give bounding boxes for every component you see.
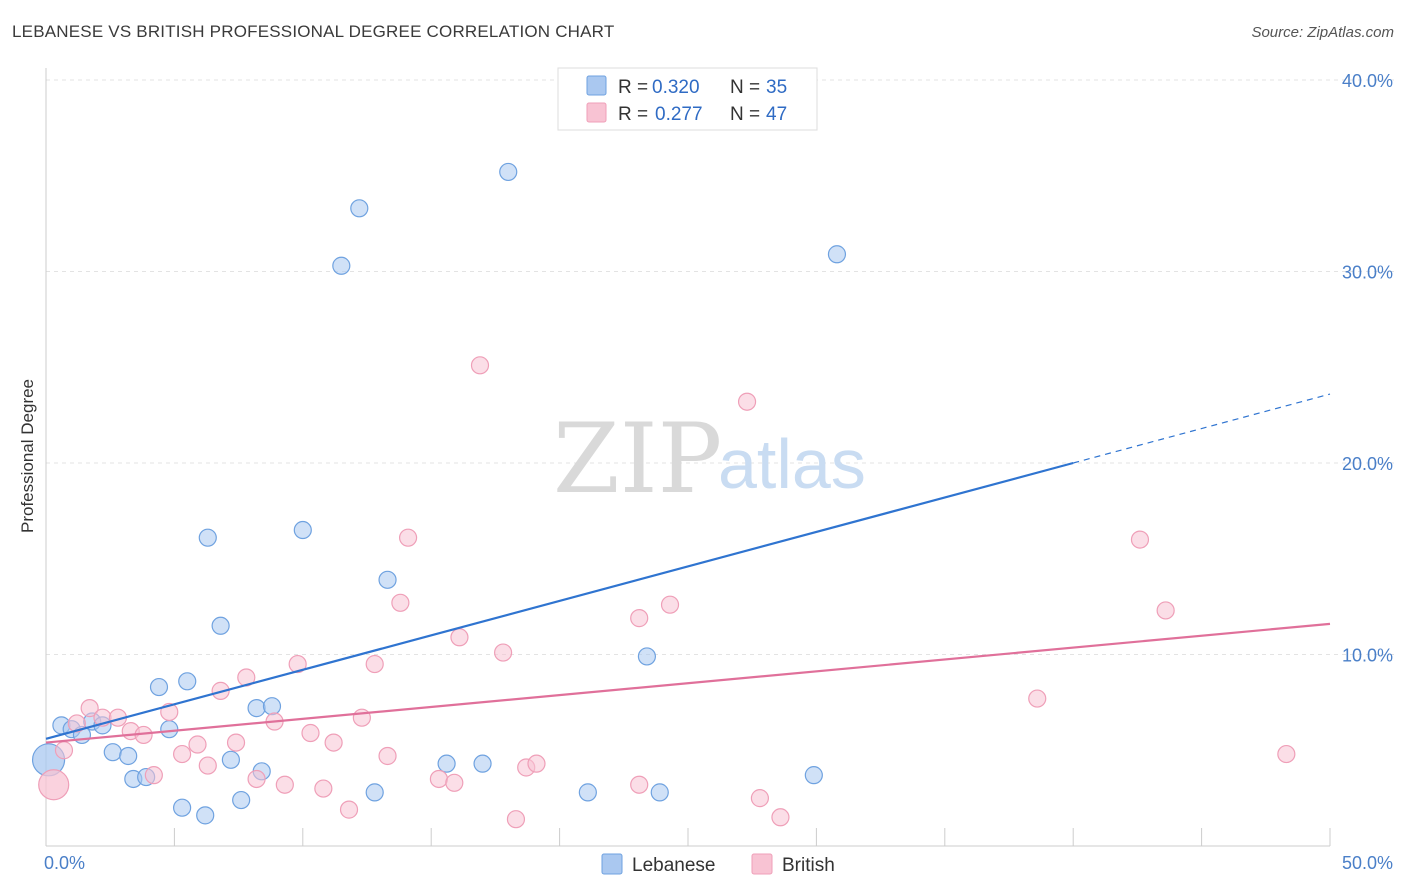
trend-line-british [45, 622, 1331, 744]
point-british [54, 741, 74, 760]
y-tick-label: 30.0% [1342, 263, 1393, 283]
y-tick-labels: 10.0% 20.0% 30.0% 40.0% [1342, 71, 1393, 666]
point-lebanese [247, 699, 266, 718]
trend-line-lebanese [45, 461, 1074, 740]
legend-n-label-british: N = [730, 104, 760, 125]
point-british [339, 800, 359, 819]
point-lebanese [119, 746, 138, 766]
point-british [737, 392, 757, 411]
point-british [445, 773, 464, 792]
point-british [1156, 601, 1175, 620]
legend-r-label-lebanese: R = [618, 77, 648, 98]
point-british [144, 766, 163, 785]
point-british [38, 769, 70, 801]
legend-n-label-lebanese: N = [730, 77, 760, 98]
point-british [470, 356, 490, 375]
point-british [226, 733, 246, 752]
watermark-atlas: atlas [718, 425, 866, 503]
point-british [398, 528, 418, 547]
point-british [527, 754, 546, 773]
x-tick-label-max: 50.0% [1342, 853, 1393, 873]
point-lebanese [173, 798, 192, 817]
point-british [173, 744, 192, 764]
point-british [378, 746, 397, 766]
point-lebanese [293, 520, 312, 540]
legend: R = 0.320 N = 35 R = 0.277 N = 47 [557, 67, 818, 131]
point-lebanese [178, 672, 197, 691]
point-british [198, 756, 217, 775]
bottom-legend: Lebanese British [601, 853, 835, 876]
point-lebanese [232, 790, 251, 810]
point-lebanese [149, 677, 169, 697]
point-british [324, 733, 343, 752]
point-british [188, 735, 207, 754]
bottom-legend-swatch-british [751, 853, 773, 875]
point-british [630, 609, 649, 628]
point-british [750, 789, 770, 808]
point-british [247, 769, 266, 789]
watermark-zip: ZIP [553, 403, 722, 515]
y-tick-label: 40.0% [1342, 71, 1393, 91]
point-lebanese [437, 754, 456, 773]
point-lebanese [578, 783, 597, 802]
point-british [1277, 744, 1296, 764]
gridlines [46, 79, 1395, 655]
point-british [771, 808, 790, 827]
point-british [314, 779, 333, 798]
legend-r-label-british: R = [618, 104, 648, 125]
point-lebanese [378, 570, 397, 589]
legend-n-value-british: 47 [766, 104, 787, 125]
point-lebanese [473, 754, 492, 773]
point-lebanese [196, 806, 215, 825]
point-british [288, 654, 307, 674]
point-british [80, 699, 99, 718]
point-lebanese [827, 245, 847, 264]
point-british [506, 810, 526, 829]
point-lebanese [211, 616, 230, 635]
bottom-legend-label-lebanese: Lebanese [632, 855, 715, 876]
point-british [450, 628, 469, 647]
x-tick-marks [173, 828, 1331, 846]
source-label: Source: ZipAtlas.com [1251, 24, 1394, 41]
point-british [301, 723, 320, 743]
bottom-legend-swatch-lebanese [601, 853, 623, 875]
y-tick-label: 10.0% [1342, 646, 1393, 666]
y-axis-label: Professional Degree [18, 379, 37, 533]
point-lebanese [804, 766, 823, 785]
legend-swatch-british [586, 102, 607, 123]
point-british [630, 775, 649, 794]
point-british [275, 775, 294, 794]
point-british [429, 769, 449, 789]
point-british [1028, 689, 1047, 708]
trend-lines [45, 393, 1331, 744]
legend-n-value-lebanese: 35 [766, 77, 787, 98]
point-lebanese [160, 720, 179, 739]
legend-r-value-british: 0.277 [655, 104, 703, 125]
point-british [67, 714, 86, 733]
point-lebanese [221, 750, 240, 769]
point-lebanese [198, 528, 217, 547]
point-lebanese [332, 256, 351, 275]
point-lebanese [350, 199, 369, 218]
point-lebanese [365, 783, 384, 802]
point-lebanese [499, 162, 518, 182]
point-lebanese [103, 743, 122, 762]
point-british [391, 593, 410, 612]
data-points [31, 162, 1296, 829]
legend-swatch-lebanese [586, 75, 607, 96]
point-lebanese [637, 647, 657, 666]
x-tick-label-min: 0.0% [44, 853, 85, 873]
point-lebanese [262, 697, 282, 716]
y-tick-label: 20.0% [1342, 454, 1393, 474]
legend-r-value-lebanese: 0.320 [652, 77, 700, 98]
point-british [365, 654, 384, 674]
point-lebanese [650, 783, 669, 802]
point-british [660, 595, 680, 614]
bottom-legend-label-british: British [782, 855, 835, 876]
point-british [1130, 530, 1150, 549]
trend-line-extension-lebanese [1073, 393, 1331, 464]
chart-title: LEBANESE VS BRITISH PROFESSIONAL DEGREE … [12, 22, 615, 41]
point-british [494, 643, 513, 662]
